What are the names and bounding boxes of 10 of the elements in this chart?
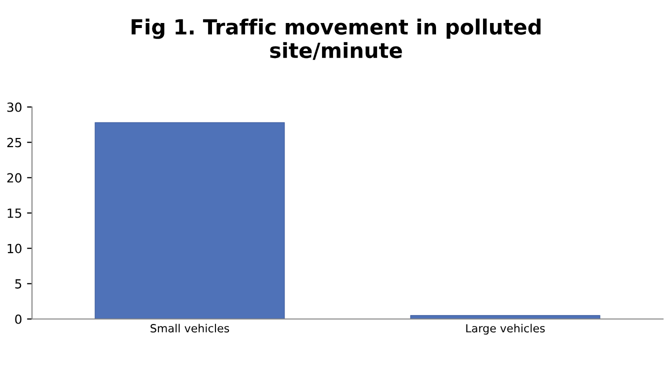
x-tick-label: Small vehicles	[150, 324, 230, 332]
y-tick-label: 20	[7, 173, 22, 183]
y-tick-label: 30	[7, 102, 22, 112]
y-tick-label: 10	[8, 244, 22, 254]
chart-title: Fig 1. Traffic movement in polluted site/minute	[132, 18, 541, 60]
y-tick-label: 5	[15, 279, 22, 289]
x-tick-label: Large vehicles	[466, 324, 545, 335]
y-tick-label: 25	[7, 138, 22, 148]
y-tick-label: 15	[8, 208, 22, 218]
y-tick-label: 0	[15, 314, 22, 324]
